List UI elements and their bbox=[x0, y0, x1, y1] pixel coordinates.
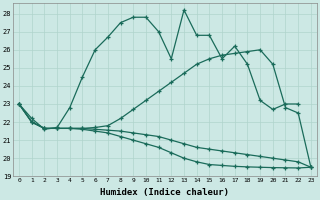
X-axis label: Humidex (Indice chaleur): Humidex (Indice chaleur) bbox=[100, 188, 229, 197]
